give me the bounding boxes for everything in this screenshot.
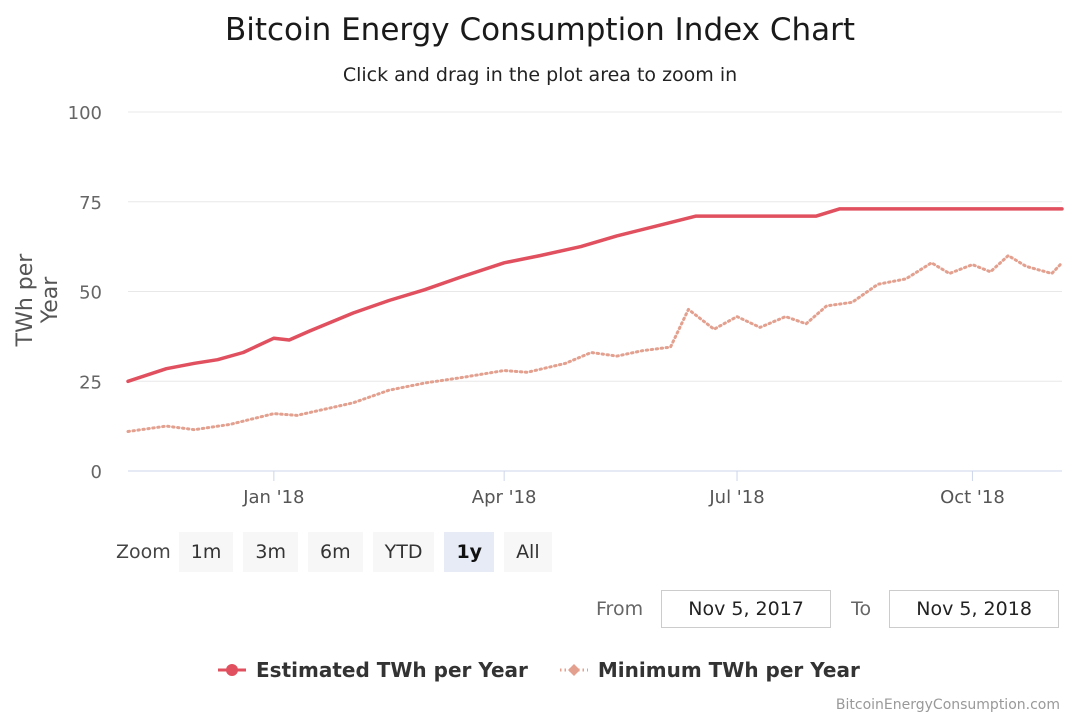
y-tick-label: 0 bbox=[91, 462, 102, 483]
chart-subtitle: Click and drag in the plot area to zoom … bbox=[342, 64, 738, 86]
y-tick-label: 25 bbox=[79, 372, 102, 393]
series-line-estimated bbox=[126, 207, 1064, 384]
legend-marker-minimum-icon bbox=[559, 664, 588, 676]
x-tick-label: Jul '18 bbox=[708, 487, 764, 508]
series-line-minimum bbox=[126, 254, 1064, 433]
legend-item-minimum[interactable]: Minimum TWh per Year bbox=[559, 658, 860, 682]
from-date-input[interactable] bbox=[661, 590, 832, 628]
zoom-controls: Zoom 1m 3m 6m YTD 1y All bbox=[116, 532, 562, 572]
zoom-1y-button[interactable]: 1y bbox=[444, 532, 495, 572]
legend-marker-estimated-icon bbox=[218, 664, 246, 676]
y-axis-label: TWh per Year bbox=[13, 253, 63, 347]
zoom-6m-button[interactable]: 6m bbox=[308, 532, 363, 572]
date-range-selector: From To bbox=[596, 590, 1079, 628]
chart-legend: Estimated TWh per Year Minimum TWh per Y… bbox=[218, 658, 892, 682]
legend-item-estimated[interactable]: Estimated TWh per Year bbox=[218, 658, 528, 682]
to-label: To bbox=[851, 598, 872, 620]
zoom-3m-button[interactable]: 3m bbox=[243, 532, 298, 572]
zoom-ytd-button[interactable]: YTD bbox=[372, 532, 435, 572]
y-tick-label: 50 bbox=[79, 283, 102, 304]
x-tick-label: Oct '18 bbox=[940, 487, 1005, 508]
y-tick-label: 100 bbox=[68, 103, 102, 124]
legend-label-minimum: Minimum TWh per Year bbox=[597, 658, 860, 682]
chart-title: Bitcoin Energy Consumption Index Chart bbox=[224, 12, 856, 48]
to-date-input[interactable] bbox=[889, 590, 1060, 628]
legend-label-estimated: Estimated TWh per Year bbox=[256, 658, 528, 682]
x-tick-label: Apr '18 bbox=[472, 487, 537, 508]
zoom-label: Zoom bbox=[116, 541, 171, 563]
credit-link[interactable]: BitcoinEnergyConsumption.com bbox=[835, 697, 1060, 713]
from-label: From bbox=[596, 598, 644, 620]
zoom-1m-button[interactable]: 1m bbox=[178, 532, 234, 572]
y-tick-label: 75 bbox=[79, 193, 102, 214]
x-tick-label: Jan '18 bbox=[242, 487, 304, 508]
zoom-all-button[interactable]: All bbox=[504, 532, 552, 572]
